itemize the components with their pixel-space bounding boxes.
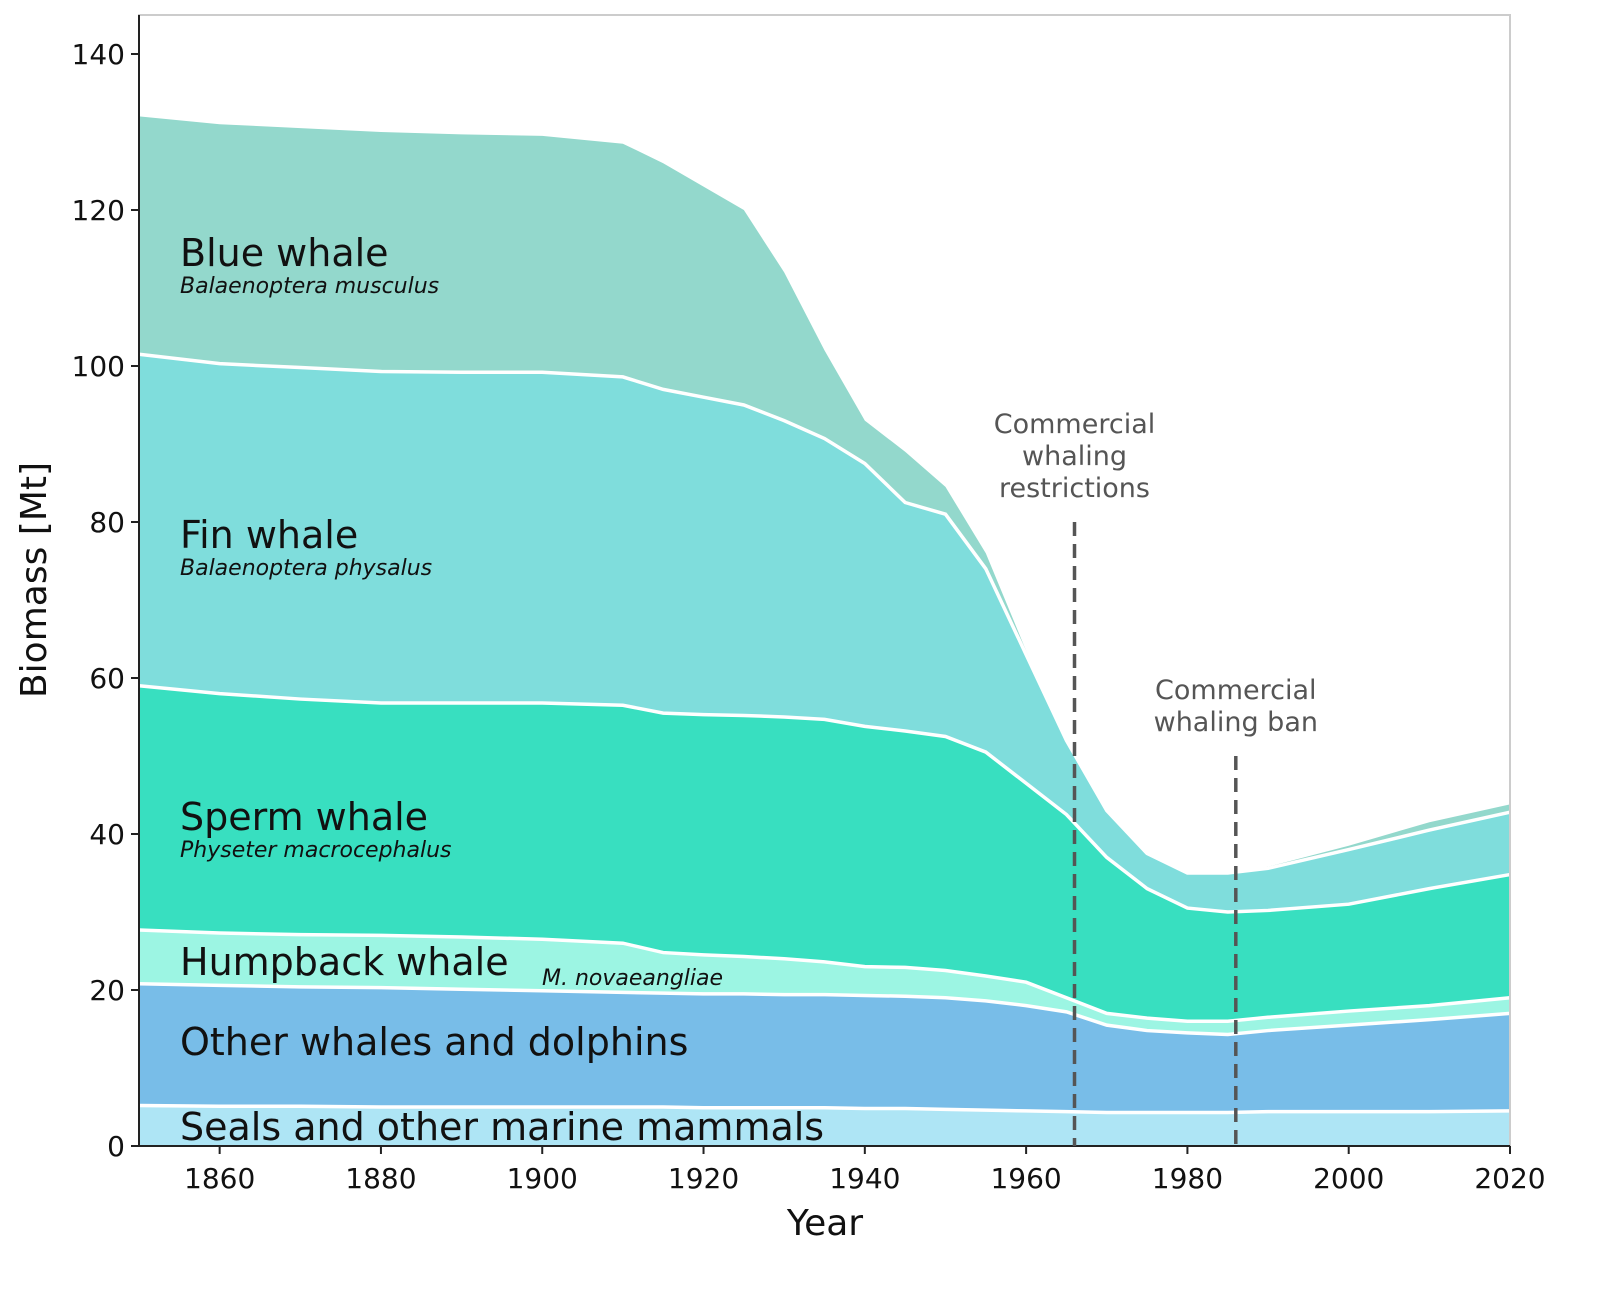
scientific-name: M. novaeangliae (542, 966, 723, 991)
x-tick-label: 1920 (668, 1162, 739, 1195)
series-label: Seals and other marine mammals (180, 1105, 824, 1149)
x-tick-label: 1900 (507, 1162, 578, 1195)
y-tick-label: 60 (89, 662, 125, 695)
series-label: Other whales and dolphins (180, 1020, 688, 1064)
x-tick-label: 2020 (1474, 1162, 1545, 1195)
annotation: whaling ban (1154, 707, 1318, 738)
annotation: whaling (1022, 441, 1127, 472)
separator (138, 982, 1511, 1037)
scientific-name: Balaenoptera physalus (180, 556, 432, 581)
area (139, 929, 1510, 1035)
y-tick-label: 140 (72, 38, 125, 71)
annotation: Commercial (1155, 675, 1317, 706)
scientific-name: Physeter macrocephalus (180, 838, 451, 863)
annotation: restrictions (999, 473, 1150, 504)
series-label: Humpback whale (180, 940, 509, 984)
y-tick-label: 120 (72, 194, 125, 227)
y-tick-label: 0 (107, 1130, 125, 1163)
x-tick-label: 1940 (829, 1162, 900, 1195)
x-tick-label: 1960 (990, 1162, 1061, 1195)
x-tick-label: 2000 (1313, 1162, 1384, 1195)
series-label: Sperm whale (180, 795, 428, 839)
x-tick-label: 1980 (1152, 1162, 1223, 1195)
x-tick-label: 1860 (184, 1162, 255, 1195)
scientific-name: Balaenoptera musculus (180, 274, 439, 299)
area (139, 1105, 1510, 1146)
y-tick-label: 80 (89, 506, 125, 539)
area (139, 116, 1510, 873)
separator (138, 1103, 1511, 1115)
x-tick-label: 1880 (345, 1162, 416, 1195)
y-axis-title: Biomass [Mt] (14, 462, 55, 698)
series-label: Fin whale (180, 513, 358, 557)
area (139, 983, 1510, 1113)
separator (138, 352, 1511, 875)
y-tick-label: 40 (89, 818, 125, 851)
x-axis-title: Year (786, 1203, 863, 1244)
annotation: Commercial (994, 409, 1156, 440)
y-tick-label: 20 (89, 974, 125, 1007)
y-tick-label: 100 (72, 350, 125, 383)
separator (138, 928, 1511, 1023)
area (139, 354, 1510, 912)
separator (138, 684, 1511, 914)
series-label: Blue whale (180, 231, 389, 275)
